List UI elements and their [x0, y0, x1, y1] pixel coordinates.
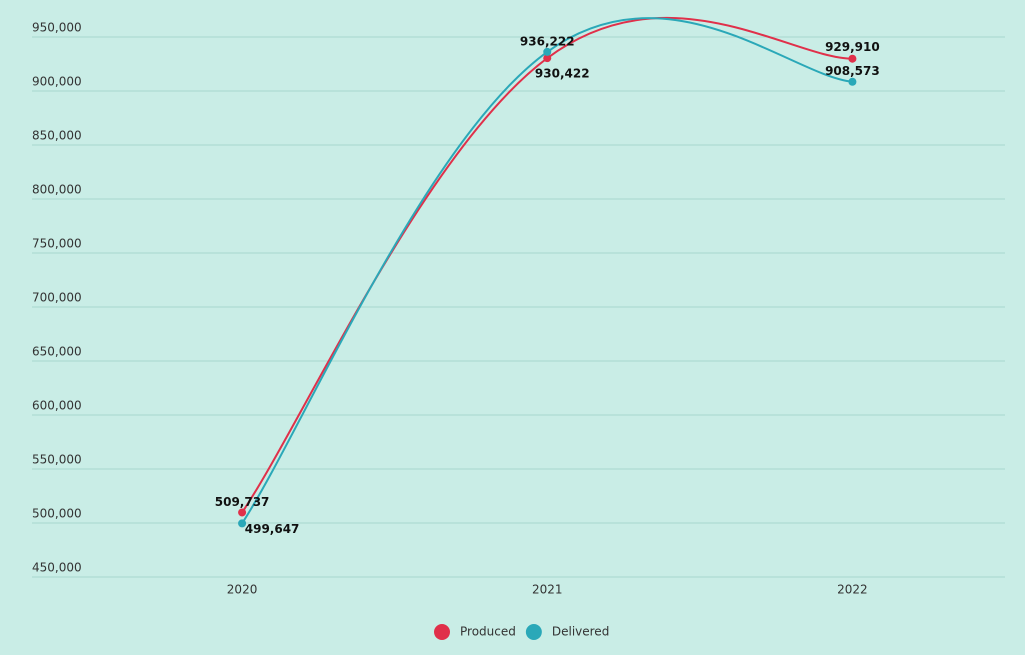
y-tick-label: 950,000: [32, 21, 82, 35]
value-label: 509,737: [215, 495, 270, 509]
value-label: 908,573: [825, 64, 880, 78]
point: [543, 47, 552, 56]
value-label: 929,910: [825, 40, 880, 54]
y-tick-label: 700,000: [32, 291, 82, 305]
y-tick-label: 450,000: [32, 561, 82, 575]
y-tick-label: 800,000: [32, 183, 82, 197]
legend-label: Produced: [460, 625, 516, 639]
y-tick-label: 650,000: [32, 345, 82, 359]
line: [241, 17, 853, 514]
y-tick-label: 550,000: [32, 453, 82, 467]
y-tick-label: 600,000: [32, 399, 82, 413]
y-tick-label: 750,000: [32, 237, 82, 251]
point: [238, 519, 247, 528]
legend-marker: [525, 624, 542, 640]
legend-marker: [434, 624, 450, 640]
y-tick-label: 850,000: [32, 129, 82, 143]
point: [238, 508, 247, 517]
point: [543, 54, 552, 63]
line: [241, 17, 853, 524]
point: [848, 54, 857, 63]
x-tick-label: 2022: [837, 583, 868, 597]
point: [848, 77, 857, 86]
x-tick-label: 2021: [532, 583, 563, 597]
value-label: 930,422: [535, 67, 590, 81]
y-tick-label: 500,000: [32, 507, 82, 521]
x-tick-label: 2020: [227, 583, 258, 597]
legend-label: Delivered: [552, 625, 609, 639]
y-tick-label: 900,000: [32, 75, 82, 89]
value-label: 936,222: [520, 34, 575, 48]
value-label: 499,647: [245, 522, 300, 536]
